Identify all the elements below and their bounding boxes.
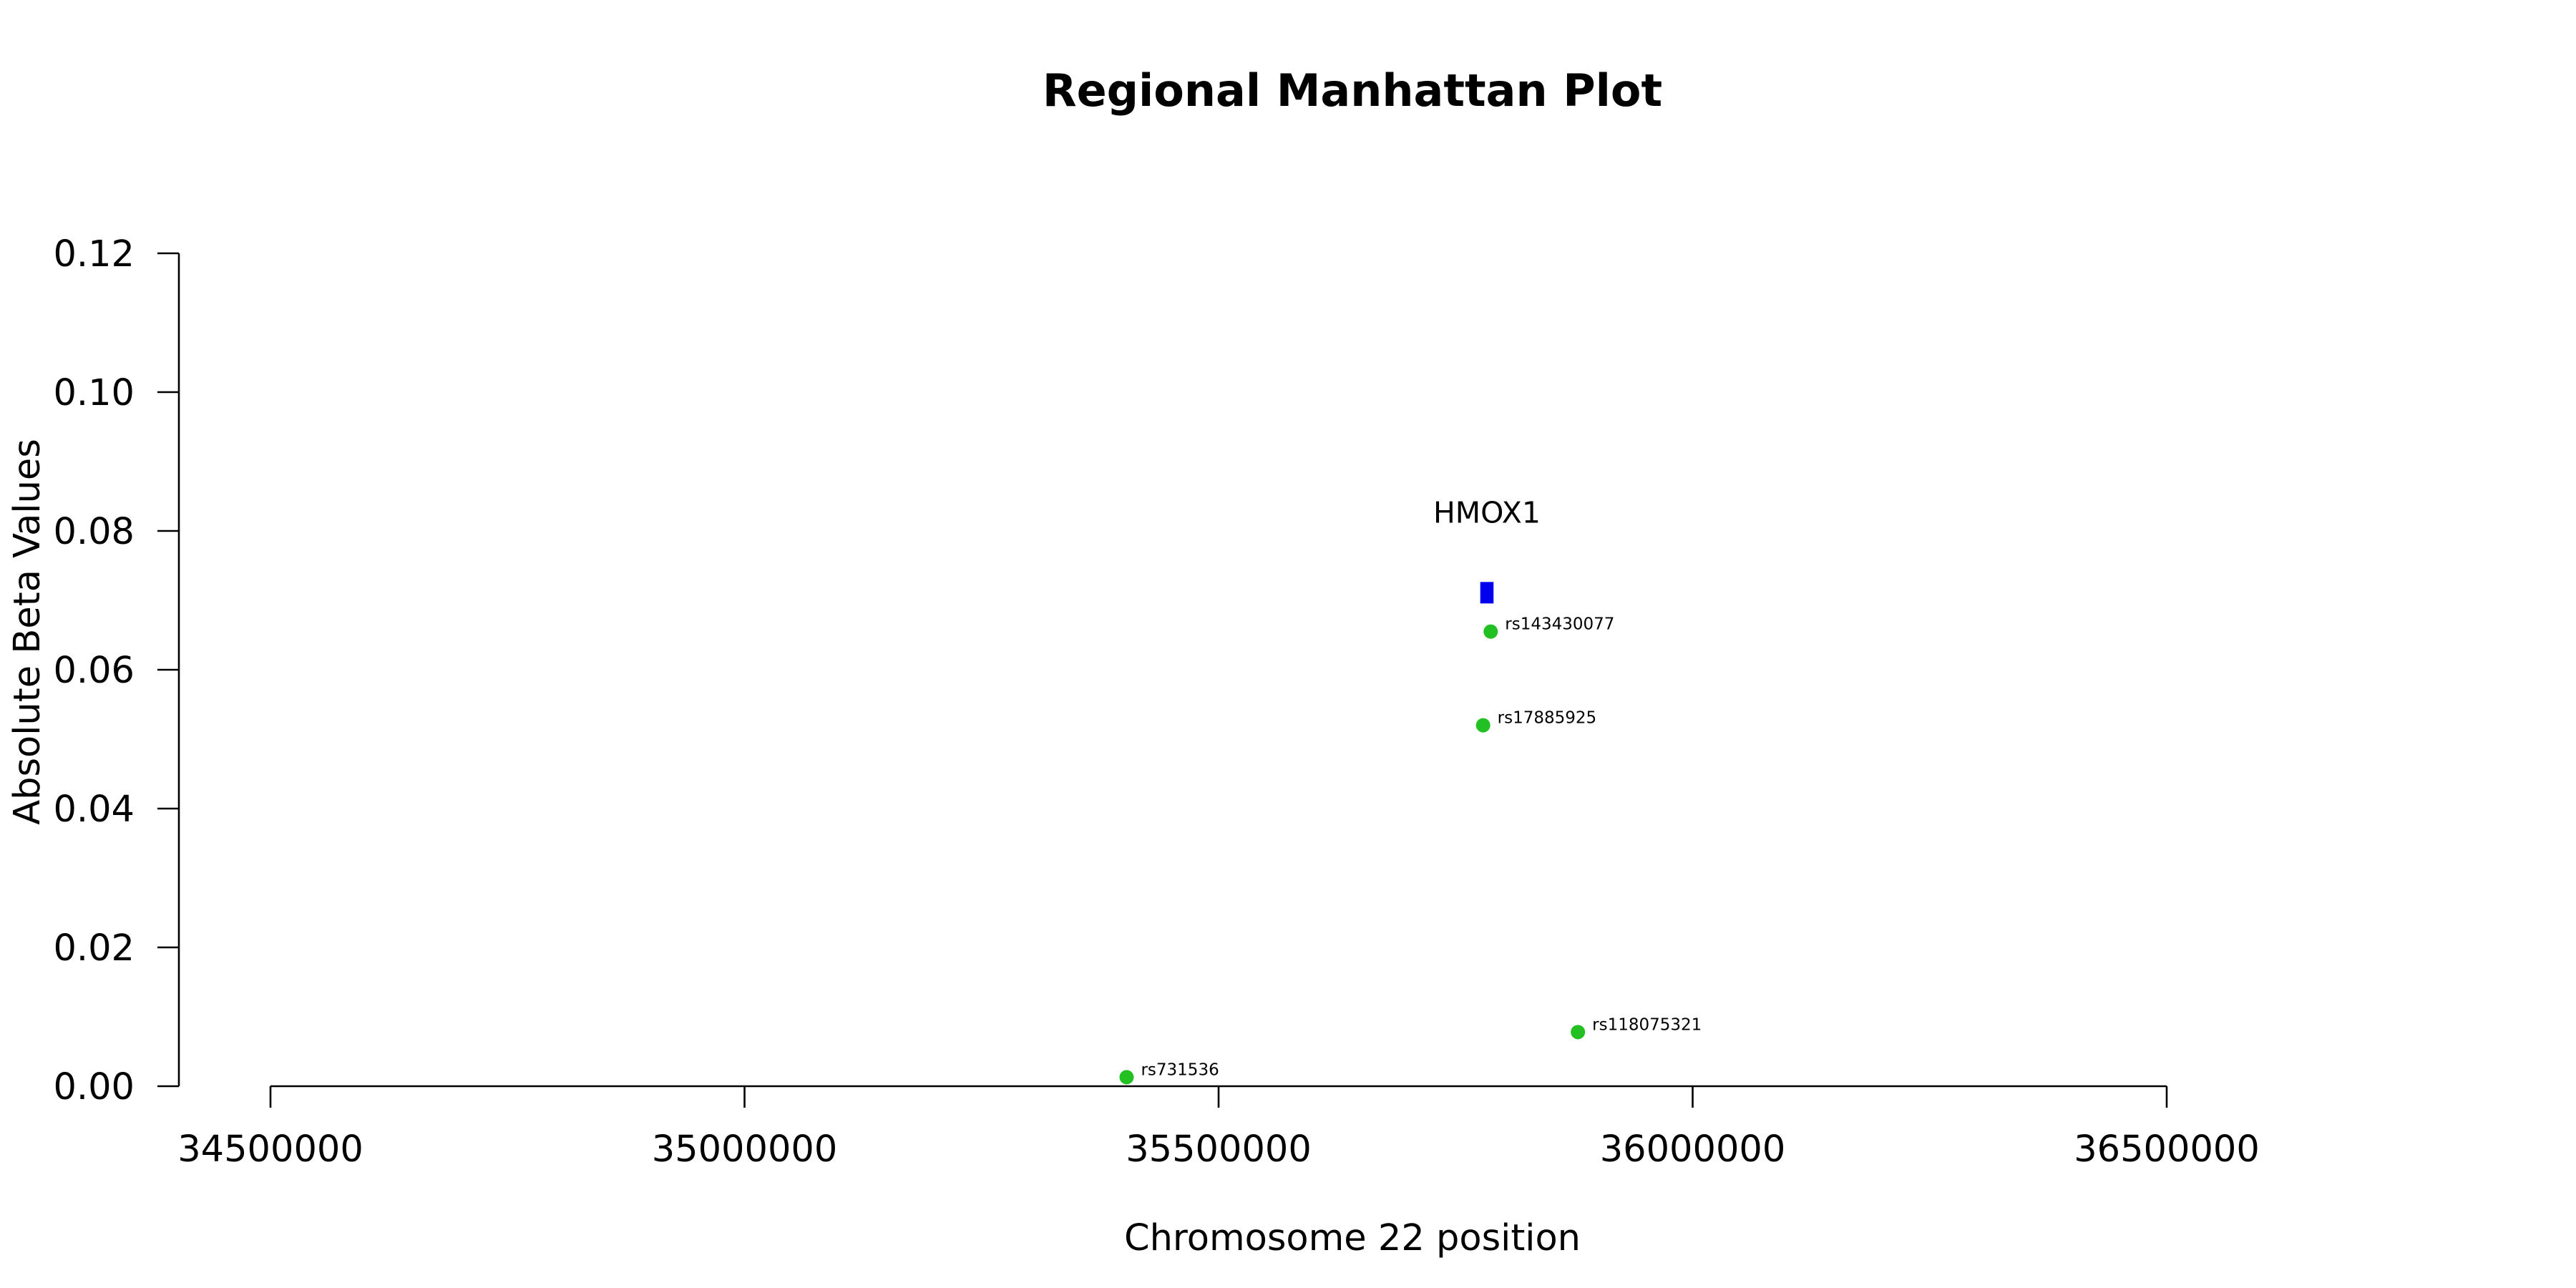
- snp-label: rs17885925: [1498, 709, 1597, 728]
- x-tick-label: 36000000: [1600, 1128, 1786, 1171]
- gene-markers: HMOX1: [1433, 495, 1541, 604]
- x-axis: 34500000 35000000 35500000 36000000 36500000: [177, 1085, 2260, 1171]
- x-tick-label: 36500000: [2074, 1128, 2260, 1171]
- y-tick-label: 0.02: [53, 927, 135, 970]
- x-tick-label: 34500000: [177, 1128, 364, 1171]
- snp-point: [1483, 624, 1498, 639]
- snp-label: rs118075321: [1592, 1015, 1702, 1034]
- y-tick-label: 0.06: [53, 650, 135, 692]
- gene-marker: [1480, 582, 1494, 604]
- snp-label: rs731536: [1141, 1060, 1219, 1079]
- y-tick-label: 0.10: [53, 372, 135, 414]
- y-axis: 0.00 0.02 0.04 0.06 0.08 0.10 0.12: [53, 233, 180, 1108]
- snp-points: rs731536 rs143430077 rs17885925 rs118075321: [1119, 615, 1702, 1085]
- x-tick-label: 35500000: [1126, 1128, 1312, 1171]
- y-axis-label: Absolute Beta Values: [6, 439, 49, 825]
- gene-label: HMOX1: [1433, 495, 1541, 530]
- snp-point: [1475, 718, 1491, 733]
- snp-point: [1119, 1070, 1134, 1085]
- y-tick-label: 0.00: [53, 1066, 135, 1108]
- snp-point: [1571, 1025, 1586, 1040]
- y-tick-label: 0.04: [53, 789, 135, 831]
- x-tick-label: 35000000: [652, 1128, 838, 1171]
- chart-title: Regional Manhattan Plot: [1043, 64, 1662, 117]
- x-axis-label: Chromosome 22 position: [1124, 1217, 1581, 1259]
- y-tick-label: 0.08: [53, 511, 135, 553]
- snp-label: rs143430077: [1505, 615, 1614, 634]
- y-tick-label: 0.12: [53, 233, 135, 275]
